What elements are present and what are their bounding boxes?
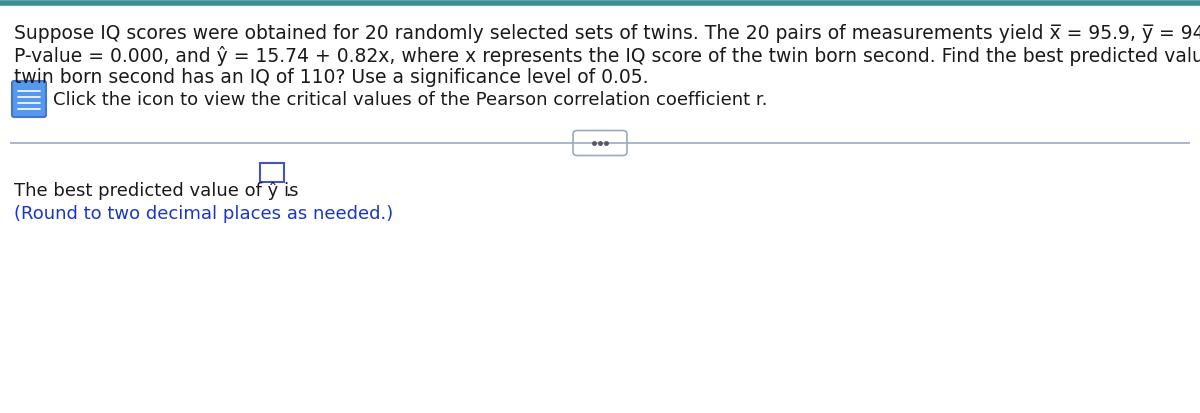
Text: P-value = 0.000, and ŷ = 15.74 + 0.82x, where x represents the IQ score of the t: P-value = 0.000, and ŷ = 15.74 + 0.82x, …: [14, 46, 1200, 66]
FancyBboxPatch shape: [574, 131, 628, 156]
Text: twin born second has an IQ of 110? Use a significance level of 0.05.: twin born second has an IQ of 110? Use a…: [14, 68, 648, 87]
Text: The best predicted value of ŷ is: The best predicted value of ŷ is: [14, 182, 299, 199]
FancyBboxPatch shape: [259, 164, 283, 183]
Text: Click the icon to view the critical values of the Pearson correlation coefficien: Click the icon to view the critical valu…: [53, 91, 768, 109]
Text: Suppose IQ scores were obtained for 20 randomly selected sets of twins. The 20 p: Suppose IQ scores were obtained for 20 r…: [14, 24, 1200, 43]
FancyBboxPatch shape: [12, 82, 46, 118]
Text: (Round to two decimal places as needed.): (Round to two decimal places as needed.): [14, 204, 394, 223]
Text: .: .: [286, 182, 292, 199]
